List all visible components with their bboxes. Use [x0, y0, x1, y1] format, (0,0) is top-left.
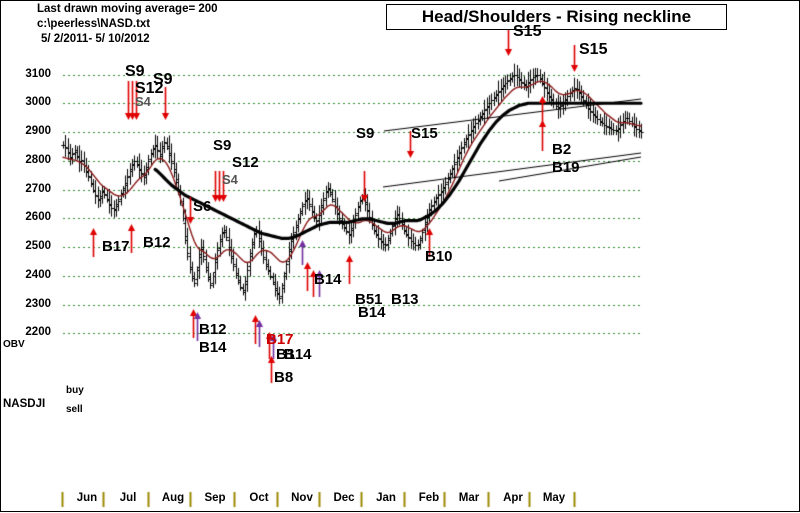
signal-annotation: S9 — [356, 125, 375, 142]
index-label: NASDJI — [3, 398, 46, 410]
signal-annotation: B14 — [314, 271, 342, 288]
signal-annotation: B13 — [391, 291, 419, 308]
y-axis-tick-label: 2600 — [25, 211, 51, 224]
y-axis-tick-label: 2800 — [25, 153, 51, 166]
y-axis-tick-label: 2300 — [25, 297, 51, 310]
signal-annotation: B12 — [199, 321, 227, 338]
y-axis-tick-label: 2200 — [25, 326, 51, 339]
signal-annotation: S4 — [222, 172, 238, 187]
x-axis-month-label: Sep — [204, 492, 226, 504]
signal-annotation: S9 — [153, 71, 173, 88]
signal-annotation: B10 — [425, 248, 453, 265]
x-axis-month-label: Apr — [503, 492, 523, 504]
y-axis-tick-label: 2700 — [25, 182, 51, 195]
x-axis-month-label: May — [542, 492, 566, 504]
y-axis-tick-label: 2900 — [25, 125, 51, 137]
x-axis-month-label: Jan — [376, 492, 396, 504]
buy-zone-label: buy — [66, 385, 84, 396]
x-axis-month-label: Feb — [418, 492, 440, 504]
x-axis-month-label: Mar — [458, 492, 480, 504]
signal-annotation: B51 — [355, 291, 383, 308]
signal-annotation: B1 — [276, 346, 296, 363]
x-axis-month-label: Jun — [76, 492, 98, 504]
signal-annotation: B14 — [284, 346, 312, 363]
y-axis-tick-label: 2400 — [25, 268, 51, 281]
signal-annotation: B17 — [102, 238, 130, 255]
y-axis-tick-label: 2500 — [25, 240, 51, 252]
signal-annotation: S15 — [411, 125, 438, 142]
signal-annotation: S9 — [125, 63, 145, 80]
page-title: Head/Shoulders - Rising neckline — [421, 7, 692, 26]
signal-annotation: B17 — [266, 331, 294, 348]
x-axis-month-label: Jul — [119, 492, 137, 504]
signal-annotation: B2 — [552, 141, 572, 158]
x-axis-month-label: Nov — [291, 492, 313, 504]
chart-title-box: Head/Shoulders - Rising neckline — [386, 4, 727, 30]
signal-annotation: S12 — [232, 154, 259, 171]
signal-annotation: S15 — [513, 23, 542, 40]
x-axis-month-label: Dec — [333, 492, 355, 504]
signal-annotation: B14 — [199, 339, 227, 356]
date-range-label: 5/ 2/2011- 5/ 10/2012 — [41, 33, 150, 45]
moving-average-label: Last drawn moving average= 200 — [37, 3, 218, 15]
signal-annotation: B8 — [274, 369, 294, 386]
x-axis-month-label: Aug — [161, 492, 185, 504]
signal-annotation: B12 — [143, 234, 171, 251]
y-axis-tick-label: 3100 — [25, 67, 51, 80]
signal-annotation: B14 — [358, 304, 386, 321]
data-file-path: c:\peerless\NASD.txt — [37, 18, 151, 30]
signal-annotation: S12 — [135, 80, 164, 97]
signal-annotation: B19 — [552, 159, 580, 176]
x-axis-month-label: Oct — [249, 492, 269, 504]
y-axis-tick-label: 3000 — [25, 96, 51, 109]
signal-annotation: S15 — [579, 41, 608, 58]
signal-annotation: S6 — [193, 198, 212, 215]
signal-annotation: S9 — [213, 137, 232, 154]
signal-annotation: S4 — [135, 94, 151, 109]
obv-label: OBV — [3, 339, 25, 350]
sell-zone-label: sell — [66, 404, 83, 415]
